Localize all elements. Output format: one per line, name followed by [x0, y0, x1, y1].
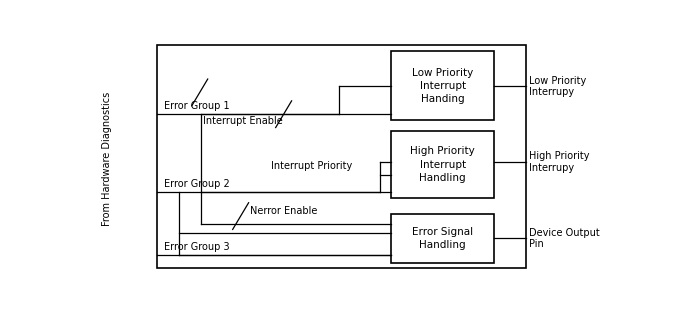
- Text: High Priority
Interrupy: High Priority Interrupy: [529, 151, 589, 173]
- Text: Low Priority
Interrupy: Low Priority Interrupy: [529, 76, 586, 97]
- Text: Nerror Enable: Nerror Enable: [250, 206, 318, 216]
- Text: Low Priority
Interrupt
Handing: Low Priority Interrupt Handing: [412, 67, 473, 104]
- Bar: [391, 51, 495, 120]
- Bar: [391, 131, 495, 198]
- Text: From Hardware Diagnostics: From Hardware Diagnostics: [102, 92, 112, 226]
- Text: Error Signal
Handling: Error Signal Handling: [412, 227, 473, 250]
- Text: Error Group 1: Error Group 1: [164, 101, 229, 111]
- Text: Device Output
Pin: Device Output Pin: [529, 228, 599, 249]
- Text: Interrupt Enable: Interrupt Enable: [203, 116, 283, 126]
- Text: Interrupt Priority: Interrupt Priority: [271, 161, 353, 171]
- Text: Error Group 3: Error Group 3: [164, 242, 229, 252]
- Text: Error Group 2: Error Group 2: [164, 179, 229, 189]
- Bar: [391, 214, 495, 263]
- Bar: [158, 45, 526, 268]
- Text: High Priority
Interrupt
Handling: High Priority Interrupt Handling: [410, 146, 475, 183]
